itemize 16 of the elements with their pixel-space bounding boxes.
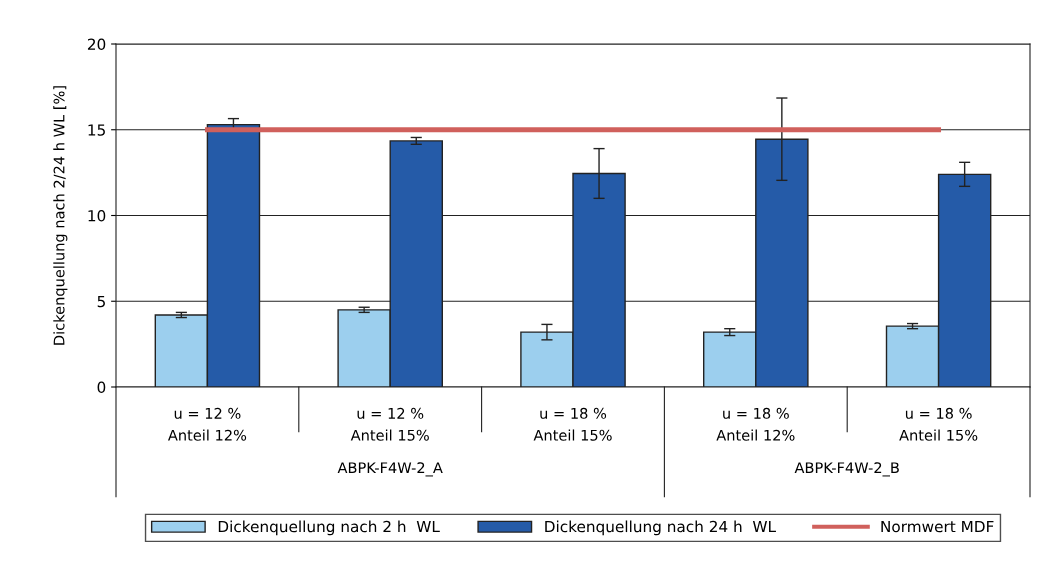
legend-label: Normwert MDF (881, 520, 994, 533)
x-tick-label: u = 12 % Anteil 15% (350, 407, 429, 441)
text: ABPK-F4W-2_B (794, 462, 899, 477)
y-tick-label: 5 (97, 295, 105, 308)
x-tick-label: u = 18 % Anteil 15% (899, 407, 978, 441)
x-tick-label: u = 18 % Anteil 12% (716, 407, 795, 441)
x-tick-label: u = 18 % Anteil 15% (533, 407, 612, 441)
legend-label: Dickenquellung nach 24 h WL (545, 520, 776, 536)
x-tick-label: u = 12 % Anteil 12% (167, 407, 247, 441)
y-tick-label: 20 (87, 38, 106, 51)
text: ABPK-F4W-2_A (337, 462, 443, 477)
y-tick-label: 10 (88, 209, 106, 222)
y-tick-label: 15 (88, 124, 105, 136)
y-tick-label: 0 (97, 381, 106, 394)
y-axis-title: Dickenquellung nach 2/24 h WL [%] (53, 86, 68, 345)
legend-label: Dickenquellung nach 2 h WL (218, 520, 440, 536)
